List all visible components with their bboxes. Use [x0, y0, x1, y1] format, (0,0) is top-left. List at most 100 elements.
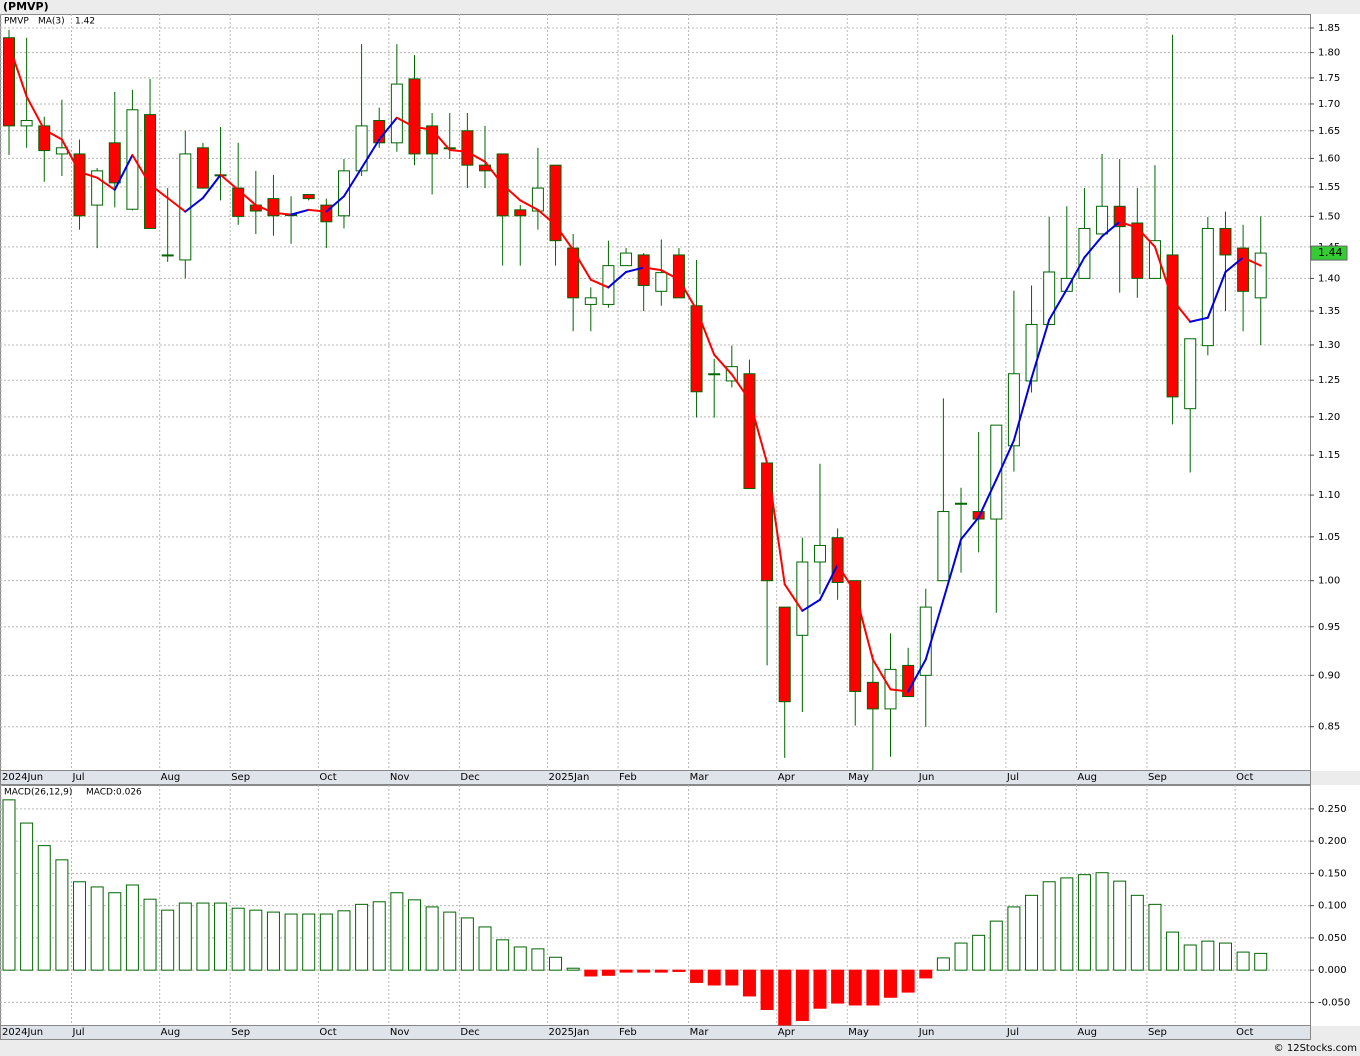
- macd-bar: [37, 845, 51, 971]
- y-tick-label: 0.95: [1318, 622, 1340, 633]
- ma-line: [871, 658, 892, 691]
- candle-body: [778, 606, 791, 703]
- x-tick-label: Aug: [161, 772, 181, 783]
- x-tick-label: Oct: [319, 1027, 336, 1038]
- candle-body: [408, 78, 421, 155]
- ma-line: [1189, 316, 1209, 323]
- macd-bar: [1095, 872, 1109, 971]
- macd-bar: [989, 920, 1003, 971]
- macd-bar: [496, 939, 510, 971]
- ma-line: [1083, 235, 1104, 259]
- macd-bar: [1148, 903, 1162, 971]
- ma-line: [448, 149, 469, 153]
- macd-bar: [637, 969, 651, 973]
- candle-body: [426, 125, 439, 155]
- last-price-box: [1310, 245, 1348, 261]
- macd-bar: [901, 969, 915, 993]
- ma-line: [907, 658, 927, 693]
- macd-axis: [1311, 785, 1360, 1026]
- macd-bar: [302, 913, 316, 971]
- ma-line: [572, 248, 592, 281]
- macd-bar: [20, 822, 34, 971]
- ma-line: [1224, 256, 1245, 273]
- candle-body: [144, 114, 157, 229]
- macd-bar: [1130, 894, 1144, 971]
- candle-body: [355, 125, 368, 172]
- ma-line: [713, 353, 733, 376]
- ma-line: [166, 197, 187, 213]
- ma-line: [748, 398, 769, 464]
- macd-bar: [549, 956, 563, 971]
- y-tick-label: 1.50: [1318, 211, 1340, 222]
- candle-body: [813, 544, 826, 563]
- y-tick-label: -0.050: [1318, 997, 1350, 1008]
- x-tick-label: May: [848, 1027, 869, 1038]
- candle-body: [3, 37, 15, 127]
- ma-line: [660, 269, 680, 281]
- candle-body: [302, 194, 315, 200]
- macd-bar: [531, 948, 545, 971]
- candle-body: [390, 83, 403, 144]
- macd-bar: [866, 969, 880, 1006]
- x-tick-label: Apr: [778, 772, 796, 783]
- macd-bar: [90, 886, 104, 971]
- candle-body: [549, 164, 562, 242]
- ma-line: [589, 278, 610, 289]
- candle-body: [73, 153, 86, 217]
- ma-line: [378, 116, 398, 141]
- x-tick-label: Jul: [1006, 772, 1019, 783]
- macd-bar: [108, 892, 122, 971]
- x-tick-label: Sep: [1148, 772, 1167, 783]
- candle-body: [55, 147, 68, 155]
- candle-body: [708, 373, 721, 376]
- date-strip: [0, 770, 1311, 785]
- ma-line: [519, 199, 539, 211]
- ma-line: [554, 223, 575, 251]
- y-tick-label: 1.05: [1318, 532, 1340, 543]
- ma-line: [730, 373, 751, 401]
- ma-line: [201, 173, 222, 200]
- legend-macd-value: 0.026: [116, 788, 142, 798]
- candle-body: [1113, 205, 1126, 228]
- ma-line: [413, 125, 434, 131]
- y-tick-label: 1.65: [1318, 126, 1340, 137]
- ma-line: [783, 583, 804, 612]
- candle-body: [1254, 252, 1267, 299]
- y-tick-label: 0.85: [1318, 722, 1340, 733]
- ma-line: [1048, 288, 1068, 321]
- macd-bar: [1218, 942, 1232, 971]
- macd-bar: [1166, 931, 1180, 971]
- macd-bar: [390, 892, 404, 971]
- x-tick-label: Oct: [319, 772, 336, 783]
- ma-line: [1136, 226, 1156, 248]
- macd-bar: [143, 898, 157, 971]
- macd-bar: [249, 909, 263, 971]
- candle-body: [461, 130, 474, 166]
- macd-bar: [372, 901, 386, 971]
- ma-line: [677, 278, 698, 311]
- x-tick-label: 2025Jan: [549, 1027, 590, 1038]
- ma-line: [1118, 220, 1139, 229]
- ma-line: [836, 563, 857, 594]
- macd-bar: [214, 902, 228, 971]
- candle-body: [796, 561, 809, 636]
- ma-line: [184, 197, 204, 213]
- candle-body: [1201, 227, 1214, 347]
- macd-bar: [884, 969, 897, 998]
- ma-line: [1012, 377, 1033, 442]
- candle-body: [514, 209, 527, 217]
- ma-line: [818, 563, 839, 601]
- macd-bar: [760, 969, 774, 1011]
- macd-bar: [742, 969, 756, 997]
- x-tick-label: Mar: [690, 1027, 710, 1038]
- macd-bar: [936, 957, 950, 971]
- candle-body: [91, 170, 104, 206]
- ma-line: [307, 208, 328, 213]
- y-tick-label: 1.70: [1318, 99, 1340, 110]
- x-tick-label: Apr: [778, 1027, 796, 1038]
- ma-line: [131, 154, 152, 186]
- candle-body: [108, 142, 121, 184]
- ma-line: [272, 211, 293, 216]
- ma-line: [1030, 318, 1051, 380]
